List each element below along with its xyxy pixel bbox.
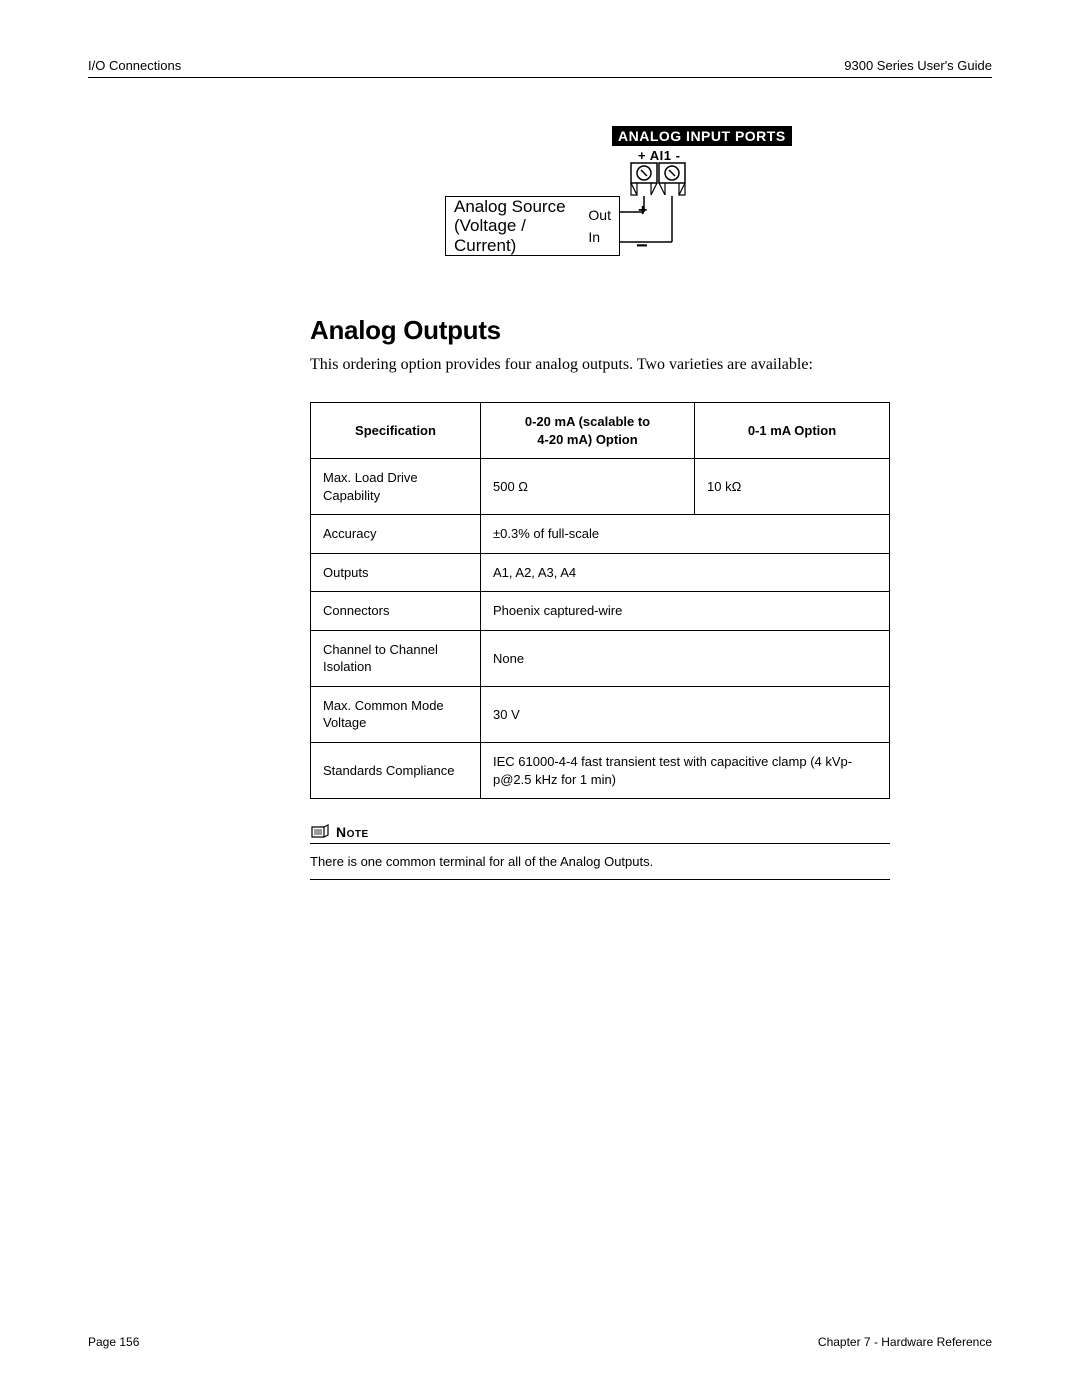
note-label: Note (336, 824, 369, 840)
th-spec: Specification (311, 403, 481, 459)
source-io-labels: Out In (588, 204, 611, 249)
table-row: Max. Load Drive Capability 500 Ω 10 kΩ (311, 459, 890, 515)
section-title: Analog Outputs (310, 315, 890, 346)
cell-val: None (481, 630, 890, 686)
th-opt1-l1: 0-20 mA (scalable to (525, 414, 650, 429)
analog-source-box: Analog Source (Voltage / Current) Out In (445, 196, 620, 256)
header-right: 9300 Series User's Guide (844, 58, 992, 73)
table-header-row: Specification 0-20 mA (scalable to 4-20 … (311, 403, 890, 459)
cell-spec: Accuracy (311, 515, 481, 554)
out-label: Out (588, 204, 611, 226)
source-line2: (Voltage / Current) (454, 216, 588, 255)
footer-left: Page 156 (88, 1335, 139, 1349)
note-block: Note There is one common terminal for al… (310, 823, 890, 880)
table-row: Standards Compliance IEC 61000-4-4 fast … (311, 743, 890, 799)
cell-val: A1, A2, A3, A4 (481, 553, 890, 592)
cell-val: 500 Ω (481, 459, 695, 515)
section-intro: This ordering option provides four analo… (310, 356, 890, 374)
page-footer: Page 156 Chapter 7 - Hardware Reference (88, 1335, 992, 1349)
table-row: Connectors Phoenix captured-wire (311, 592, 890, 631)
cell-spec: Max. Common Mode Voltage (311, 686, 481, 742)
cell-spec: Channel to Channel Isolation (311, 630, 481, 686)
cell-val: Phoenix captured-wire (481, 592, 890, 631)
cell-val: 30 V (481, 686, 890, 742)
main-content: Analog Outputs This ordering option prov… (310, 315, 890, 880)
cell-val: IEC 61000-4-4 fast transient test with c… (481, 743, 890, 799)
svg-text:−: − (636, 235, 648, 257)
analog-input-diagram: ANALOG INPUT PORTS + AI1 - + − Analog So… (310, 120, 890, 300)
svg-text:+: + (638, 202, 647, 219)
th-opt1: 0-20 mA (scalable to 4-20 mA) Option (481, 403, 695, 459)
header-left: I/O Connections (88, 58, 181, 73)
cell-val: 10 kΩ (695, 459, 890, 515)
note-icon (310, 823, 330, 841)
th-opt2: 0-1 mA Option (695, 403, 890, 459)
note-header: Note (310, 823, 890, 844)
cell-val: ±0.3% of full-scale (481, 515, 890, 554)
table-row: Accuracy ±0.3% of full-scale (311, 515, 890, 554)
table-row: Outputs A1, A2, A3, A4 (311, 553, 890, 592)
page-header: I/O Connections 9300 Series User's Guide (88, 58, 992, 78)
source-text: Analog Source (Voltage / Current) (454, 197, 588, 256)
in-label: In (588, 226, 611, 248)
source-line1: Analog Source (454, 197, 588, 217)
table-row: Channel to Channel Isolation None (311, 630, 890, 686)
cell-spec: Max. Load Drive Capability (311, 459, 481, 515)
cell-spec: Standards Compliance (311, 743, 481, 799)
note-body: There is one common terminal for all of … (310, 844, 890, 880)
th-opt1-l2: 4-20 mA) Option (537, 432, 637, 447)
cell-spec: Outputs (311, 553, 481, 592)
table-row: Max. Common Mode Voltage 30 V (311, 686, 890, 742)
cell-spec: Connectors (311, 592, 481, 631)
footer-right: Chapter 7 - Hardware Reference (818, 1335, 992, 1349)
spec-table: Specification 0-20 mA (scalable to 4-20 … (310, 402, 890, 799)
